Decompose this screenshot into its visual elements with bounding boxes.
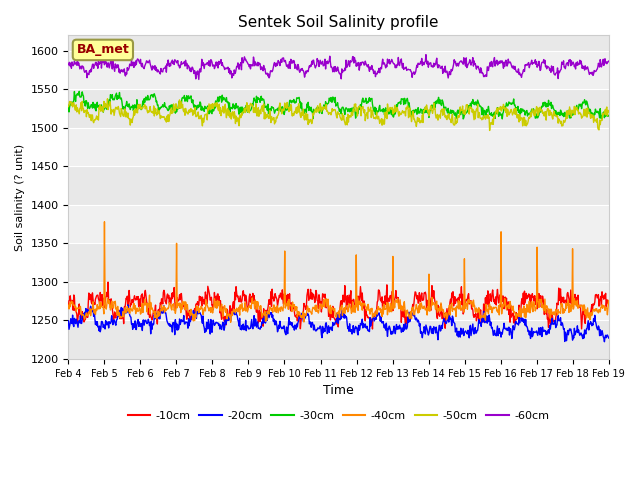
-60cm — [124, 65, 131, 71]
-40cm — [65, 302, 72, 308]
-60cm — [422, 52, 430, 58]
-30cm — [76, 88, 83, 94]
Bar — [68, 205, 609, 243]
-10cm — [369, 326, 376, 332]
-10cm — [296, 313, 303, 319]
-50cm — [472, 109, 479, 115]
-40cm — [206, 305, 214, 311]
Line: -50cm: -50cm — [68, 99, 609, 131]
Line: -20cm: -20cm — [68, 305, 609, 342]
Bar — [68, 89, 609, 128]
-50cm — [450, 121, 458, 127]
-20cm — [605, 335, 612, 341]
-60cm — [451, 57, 458, 62]
-40cm — [100, 219, 108, 225]
-60cm — [605, 58, 612, 64]
Bar — [68, 243, 609, 282]
-60cm — [532, 61, 540, 67]
-50cm — [486, 128, 493, 133]
-20cm — [450, 319, 458, 325]
Line: -10cm: -10cm — [68, 282, 609, 329]
Bar — [68, 128, 609, 166]
-20cm — [65, 318, 72, 324]
-30cm — [206, 105, 214, 111]
-20cm — [600, 339, 608, 345]
-30cm — [499, 116, 506, 122]
-50cm — [296, 109, 303, 115]
-10cm — [605, 301, 612, 307]
Line: -30cm: -30cm — [68, 91, 609, 119]
Bar — [68, 282, 609, 320]
-10cm — [472, 318, 480, 324]
-30cm — [296, 100, 303, 106]
-30cm — [450, 108, 458, 114]
Bar — [68, 36, 609, 51]
-40cm — [605, 298, 612, 303]
Bar — [68, 51, 609, 89]
Title: Sentek Soil Salinity profile: Sentek Soil Salinity profile — [238, 15, 439, 30]
-40cm — [472, 305, 480, 311]
-20cm — [206, 324, 214, 330]
-10cm — [124, 303, 132, 309]
-50cm — [104, 96, 111, 102]
-50cm — [605, 109, 612, 115]
-40cm — [227, 319, 234, 325]
-30cm — [532, 115, 540, 121]
-60cm — [206, 63, 214, 69]
Text: BA_met: BA_met — [77, 43, 129, 57]
-10cm — [104, 279, 112, 285]
Line: -40cm: -40cm — [68, 222, 609, 322]
-60cm — [195, 77, 203, 83]
-40cm — [124, 307, 132, 312]
-10cm — [65, 305, 72, 311]
-30cm — [65, 103, 72, 108]
-20cm — [124, 302, 132, 308]
-30cm — [124, 102, 132, 108]
-40cm — [296, 314, 304, 320]
-60cm — [65, 62, 72, 68]
-10cm — [451, 300, 458, 306]
-20cm — [124, 308, 131, 314]
-60cm — [472, 66, 480, 72]
Bar — [68, 166, 609, 205]
-50cm — [124, 110, 132, 116]
-20cm — [296, 315, 303, 321]
-50cm — [65, 104, 72, 109]
-30cm — [472, 99, 479, 105]
-60cm — [296, 70, 303, 75]
Line: -60cm: -60cm — [68, 55, 609, 80]
-20cm — [531, 329, 539, 335]
Bar — [68, 320, 609, 359]
-50cm — [532, 108, 540, 114]
Legend: -10cm, -20cm, -30cm, -40cm, -50cm, -60cm: -10cm, -20cm, -30cm, -40cm, -50cm, -60cm — [124, 407, 554, 425]
-10cm — [532, 302, 540, 308]
Y-axis label: Soil salinity (? unit): Soil salinity (? unit) — [15, 144, 25, 251]
-40cm — [532, 305, 540, 311]
-30cm — [605, 113, 612, 119]
-20cm — [472, 330, 479, 336]
-40cm — [451, 306, 458, 312]
-10cm — [206, 292, 214, 298]
-50cm — [206, 104, 214, 110]
X-axis label: Time: Time — [323, 384, 354, 397]
